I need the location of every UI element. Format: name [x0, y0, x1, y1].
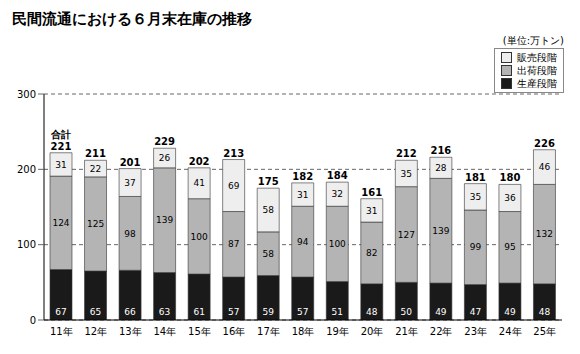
svg-text:35: 35 — [470, 192, 481, 202]
svg-text:58: 58 — [262, 205, 274, 215]
svg-text:66: 66 — [124, 307, 136, 317]
svg-text:180: 180 — [499, 172, 520, 183]
svg-text:161: 161 — [361, 187, 382, 198]
svg-text:229: 229 — [154, 136, 175, 147]
svg-text:50: 50 — [401, 307, 413, 317]
svg-text:300: 300 — [17, 89, 36, 100]
html-text:(単位:万トン): (単位:万トン) — [502, 35, 564, 46]
svg-text:69: 69 — [228, 181, 240, 191]
svg-text:127: 127 — [398, 230, 415, 240]
svg-text:15年: 15年 — [188, 326, 211, 337]
svg-text:22: 22 — [90, 164, 101, 174]
svg-text:139: 139 — [156, 215, 173, 225]
svg-text:16年: 16年 — [223, 326, 246, 337]
svg-text:175: 175 — [258, 176, 279, 187]
svg-text:28: 28 — [435, 163, 447, 173]
html-text:生産段階: 生産段階 — [517, 77, 557, 89]
html-text:民間流通における６月末在庫の推移: 民間流通における６月末在庫の推移 — [12, 10, 252, 28]
svg-text:49: 49 — [504, 307, 516, 317]
svg-text:11年: 11年 — [50, 326, 73, 337]
svg-text:211: 211 — [85, 148, 106, 159]
svg-text:合計: 合計 — [50, 129, 71, 140]
svg-text:35: 35 — [401, 169, 412, 179]
svg-text:12年: 12年 — [84, 326, 107, 337]
svg-text:221: 221 — [51, 141, 72, 152]
svg-text:226: 226 — [534, 138, 555, 149]
svg-text:200: 200 — [17, 164, 36, 175]
svg-text:21年: 21年 — [395, 326, 418, 337]
svg-text:13年: 13年 — [119, 326, 142, 337]
svg-text:216: 216 — [430, 145, 451, 156]
svg-text:82: 82 — [366, 248, 377, 258]
svg-text:18年: 18年 — [292, 326, 315, 337]
svg-text:32: 32 — [332, 189, 343, 199]
svg-text:213: 213 — [223, 148, 244, 159]
svg-text:36: 36 — [504, 193, 516, 203]
svg-text:20年: 20年 — [361, 326, 384, 337]
svg-text:24年: 24年 — [499, 326, 522, 337]
svg-text:61: 61 — [193, 307, 204, 317]
svg-text:19年: 19年 — [326, 326, 349, 337]
svg-text:31: 31 — [366, 206, 377, 216]
svg-text:41: 41 — [193, 178, 204, 188]
svg-text:201: 201 — [120, 157, 141, 168]
svg-text:26: 26 — [159, 153, 171, 163]
svg-text:184: 184 — [327, 170, 348, 181]
svg-text:14年: 14年 — [153, 326, 176, 337]
svg-text:100: 100 — [329, 239, 346, 249]
svg-text:17年: 17年 — [257, 326, 280, 337]
svg-text:67: 67 — [55, 307, 66, 317]
svg-text:59: 59 — [262, 307, 274, 317]
svg-text:125: 125 — [87, 219, 104, 229]
svg-text:94: 94 — [297, 237, 309, 247]
svg-text:49: 49 — [435, 307, 447, 317]
svg-text:100: 100 — [17, 239, 36, 250]
svg-text:65: 65 — [90, 307, 101, 317]
svg-text:31: 31 — [55, 160, 66, 170]
svg-text:48: 48 — [366, 307, 378, 317]
svg-text:99: 99 — [470, 242, 482, 252]
svg-text:124: 124 — [52, 218, 69, 228]
svg-text:37: 37 — [124, 178, 135, 188]
svg-text:181: 181 — [465, 172, 486, 183]
html-text:出荷段階: 出荷段階 — [517, 64, 557, 76]
svg-text:46: 46 — [539, 162, 551, 172]
svg-text:87: 87 — [228, 239, 239, 249]
svg-text:63: 63 — [159, 307, 170, 317]
svg-text:47: 47 — [470, 307, 481, 317]
svg-text:31: 31 — [297, 190, 308, 200]
svg-text:132: 132 — [536, 229, 553, 239]
svg-text:182: 182 — [292, 171, 313, 182]
svg-text:139: 139 — [432, 226, 449, 236]
html-text:販売段階: 販売段階 — [517, 51, 557, 63]
svg-text:202: 202 — [189, 156, 210, 167]
svg-text:100: 100 — [191, 232, 208, 242]
svg-text:57: 57 — [228, 307, 239, 317]
svg-text:98: 98 — [124, 229, 136, 239]
svg-text:23年: 23年 — [464, 326, 487, 337]
svg-text:212: 212 — [396, 148, 417, 159]
svg-text:25年: 25年 — [533, 326, 556, 337]
svg-text:22年: 22年 — [430, 326, 453, 337]
svg-text:57: 57 — [297, 307, 308, 317]
svg-text:48: 48 — [539, 307, 551, 317]
svg-text:0: 0 — [30, 315, 36, 326]
svg-text:51: 51 — [332, 307, 343, 317]
svg-text:95: 95 — [504, 242, 515, 252]
svg-text:58: 58 — [262, 249, 274, 259]
